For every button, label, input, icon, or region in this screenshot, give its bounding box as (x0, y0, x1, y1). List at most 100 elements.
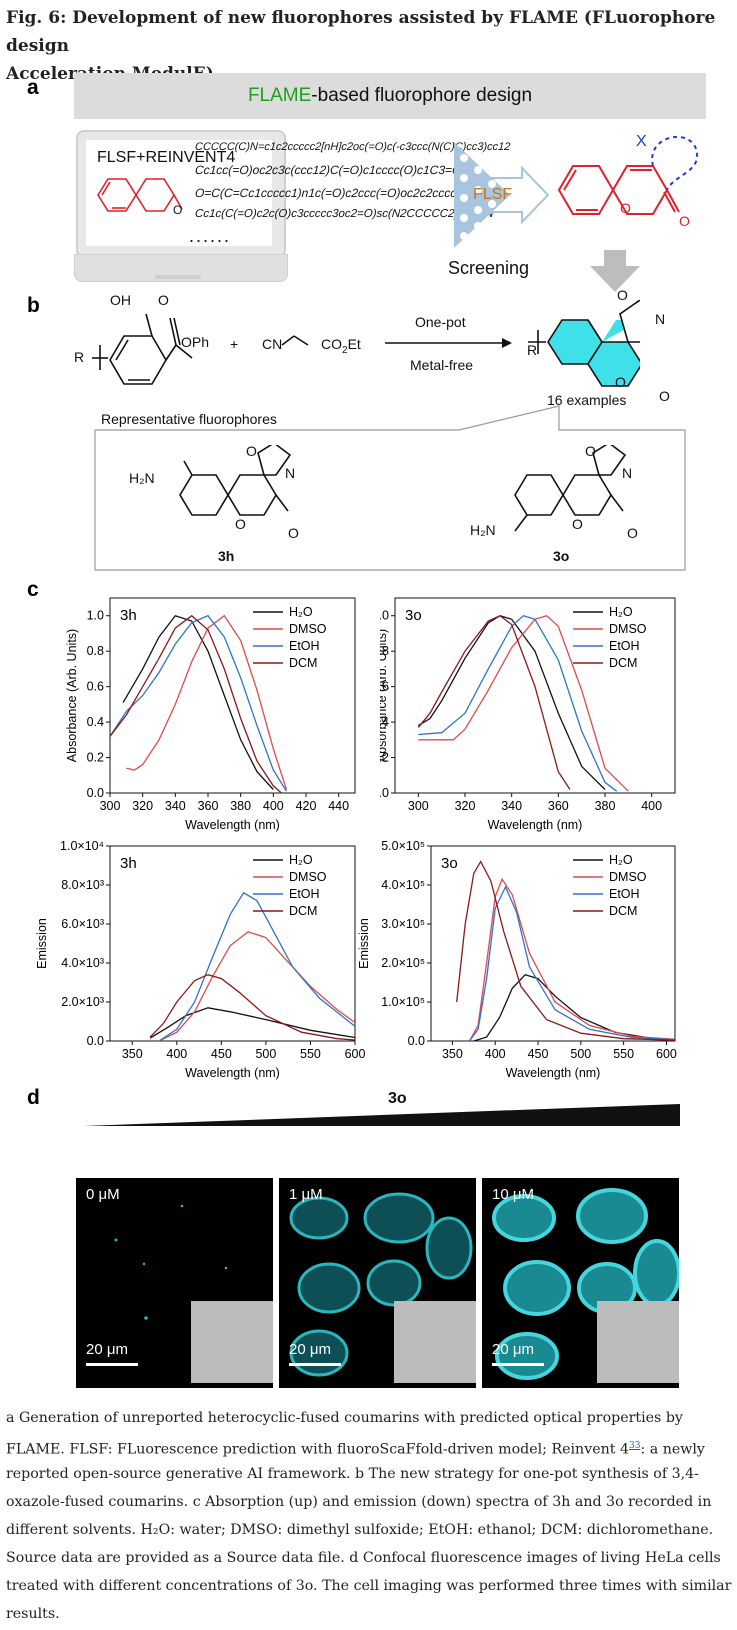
coumarin-small-o: O (173, 203, 183, 217)
caption-line-2: FLAME. FLSF: FLuorescence prediction wit… (6, 1441, 705, 1458)
y-tick-label: 3.0×10⁵ (381, 917, 425, 931)
series-line-0 (122, 614, 274, 790)
legend-label-3: DCM (289, 904, 317, 918)
structure-3h (179, 445, 292, 516)
x-tick-label: 400 (641, 799, 662, 813)
smiles-ellipsis: ...... (189, 226, 232, 246)
product-carbonyl-o: O (659, 388, 670, 404)
micrograph-10um-scale: 20 μm (492, 1341, 534, 1358)
scale-bar (86, 1363, 138, 1366)
legend-label-1: DMSO (289, 622, 327, 636)
series-line-1 (158, 931, 356, 1042)
legend-label-1: DMSO (289, 870, 327, 884)
flsf-filter-icon (454, 142, 550, 248)
condition-one-pot: One-pot (415, 314, 466, 330)
reactant2-cn: CN (262, 336, 283, 352)
series-line-1 (468, 877, 676, 1042)
condition-metal-free: Metal-free (410, 357, 474, 373)
series-line-2 (158, 891, 356, 1042)
plot-frame (109, 845, 356, 1042)
y-tick-label: 0.8 (380, 644, 389, 658)
3h-label: 3h (218, 548, 235, 564)
banner-rest: -based fluorophore design (311, 85, 533, 106)
x-axis-label: Wavelength (nm) (185, 818, 280, 832)
laptop-trackpad (155, 275, 201, 279)
x-tick-label: 340 (501, 799, 522, 813)
micrograph-1um-cells (289, 1192, 473, 1377)
y-tick-label: 0.0 (380, 786, 389, 800)
x-tick-label: 360 (548, 799, 569, 813)
reactant-r: R (74, 349, 85, 365)
legend-label-2: EtOH (289, 887, 320, 901)
3h-ring-o: O (235, 516, 246, 532)
caption-line-1: a Generation of unreported heterocyclic-… (6, 1410, 683, 1426)
y-axis-label: Absorbance (Arb. Units) (65, 629, 79, 762)
scale-bar (289, 1363, 341, 1366)
x-axis-label: Wavelength (nm) (185, 1066, 280, 1080)
series-line-3 (109, 614, 282, 794)
panel-d-label: d (27, 1086, 40, 1109)
caption-line-6: Source data are provided as a Source dat… (6, 1550, 721, 1566)
y-tick-label: 4.0×10³ (61, 956, 104, 970)
x-tick-label: 450 (528, 1047, 549, 1061)
product-r: R (527, 342, 538, 358)
x-tick-label: 440 (328, 799, 349, 813)
micrograph-1um-inset (394, 1301, 476, 1383)
coumarin-structure-large (557, 136, 699, 215)
micrograph-10um-cells (492, 1188, 679, 1380)
series-line-2 (468, 885, 676, 1042)
x-axis-label: Wavelength (nm) (488, 818, 583, 832)
micrograph-1um: 1 μM 20 μm (279, 1178, 476, 1388)
substituent-x: X (636, 133, 647, 150)
y-axis-label: Emission (357, 918, 371, 969)
y-tick-label: 0.2 (87, 751, 104, 765)
panel-a-label: a (27, 76, 39, 99)
panel-b-label: b (27, 294, 40, 317)
legend-label-3: DCM (289, 656, 317, 670)
x-tick-label: 350 (442, 1047, 463, 1061)
y-tick-label: 6.0×10³ (61, 917, 104, 931)
y-tick-label: 0.4 (87, 715, 104, 729)
legend-label-1: DMSO (609, 622, 647, 636)
plus-sign: + (230, 336, 239, 352)
y-tick-label: 1.0 (380, 609, 389, 623)
concentration-wedge (84, 1104, 680, 1126)
legend-label-0: H₂O (289, 605, 313, 619)
y-tick-label: 0.0 (408, 1034, 425, 1048)
3h-oxazole-o: O (246, 443, 257, 459)
product-ring-o: O (615, 374, 626, 390)
y-axis-label: Emission (35, 918, 49, 969)
x-tick-label: 450 (211, 1047, 232, 1061)
x-axis-label: Wavelength (nm) (506, 1066, 601, 1080)
caption-line-4: oxazole-fused coumarins. c Absorption (u… (6, 1494, 712, 1510)
micrograph-10um-inset (597, 1301, 679, 1383)
y-tick-label: 0.6 (87, 680, 104, 694)
reference-link[interactable]: 33 (628, 1441, 641, 1451)
series-line-3 (149, 974, 356, 1041)
plot-frame (394, 597, 676, 794)
legend-label-3: DCM (609, 656, 637, 670)
series-line-1 (418, 614, 629, 792)
y-tick-label: 4.0×10⁵ (381, 878, 425, 892)
banner-highlight: FLAME (247, 85, 312, 106)
micrograph-0um-scale: 20 μm (86, 1341, 128, 1358)
coumarin-structure-small (97, 178, 183, 212)
3h-n: N (285, 465, 296, 481)
plot-frame (430, 845, 676, 1042)
series-line-0 (417, 614, 606, 790)
chart-absorbance-3o: 300 320 340 360 380 400 0.0 0.2 0.4 0.6 0.8 1.0 Wave… (380, 597, 676, 832)
micrograph-10um-conc: 10 μM (492, 1186, 534, 1203)
coumarin-large-o1: O (620, 200, 631, 216)
3o-carbonyl-o: O (627, 525, 638, 541)
series-line-3 (456, 860, 676, 1041)
3o-amine: H₂N (470, 522, 496, 538)
chart-emission-3o: 350 400 450 500 550 600 0.0 1.0×10⁵ 2.0×10⁵ 3.0×1… (357, 839, 677, 1080)
micrograph-1um-conc: 1 μM (289, 1186, 323, 1203)
y-tick-label: 1.0×10⁴ (60, 839, 104, 853)
reactant-oph: OPh (181, 334, 210, 350)
representative-title: Representative fluorophores (101, 411, 277, 427)
micrograph-0um-signal (114, 1204, 228, 1320)
coumarin-large-o2: O (679, 213, 690, 229)
product-oxazole-o: O (617, 287, 628, 303)
x-tick-label: 360 (198, 799, 219, 813)
